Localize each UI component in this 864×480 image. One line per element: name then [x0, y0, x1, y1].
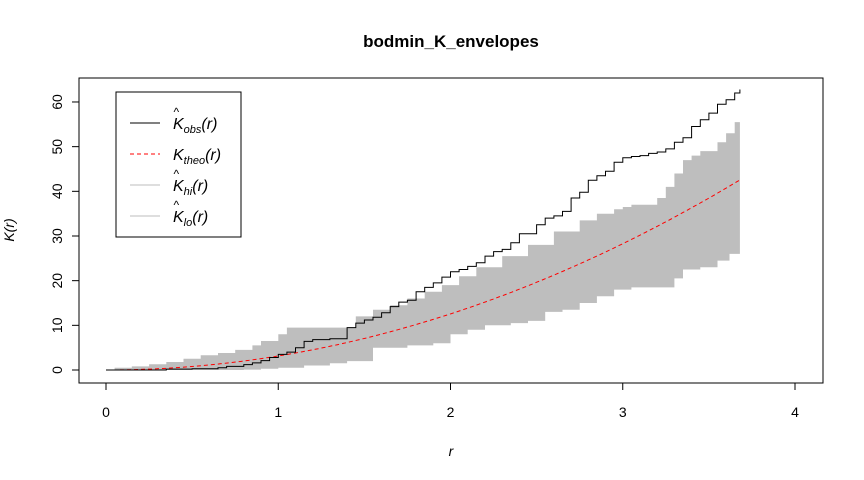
y-tick-label: 0: [49, 366, 65, 374]
legend-hat: ^: [174, 105, 180, 119]
y-tick-label: 50: [49, 139, 65, 155]
y-tick-label: 60: [49, 94, 65, 110]
envelope-band: [106, 119, 740, 370]
y-tick-label: 30: [49, 228, 65, 244]
envelope-band-layer: [106, 119, 740, 370]
legend-label: Klo(r): [173, 209, 208, 229]
y-axis-label: K(r): [1, 218, 17, 241]
x-tick-label: 3: [619, 404, 627, 420]
y-axis: 0 10 20 30 40 50 60: [49, 94, 80, 374]
x-tick-label: 4: [791, 404, 799, 420]
x-tick-label: 1: [274, 404, 282, 420]
x-tick-label: 2: [447, 404, 455, 420]
x-tick-label: 0: [102, 404, 110, 420]
chart-title: bodmin_K_envelopes: [363, 32, 539, 51]
series-k-theo-line: [106, 179, 741, 371]
y-tick-label: 40: [49, 183, 65, 199]
legend-hat: ^: [174, 167, 180, 181]
series-k-obs-line: [106, 89, 741, 371]
legend-hat: ^: [174, 198, 180, 212]
legend: Kobs(r)^Ktheo(r)Khi(r)^Klo(r)^: [115, 91, 242, 238]
x-axis-label: r: [449, 443, 455, 459]
y-tick-label: 20: [49, 273, 65, 289]
legend-label: Ktheo(r): [173, 147, 221, 167]
x-axis: 0 1 2 3 4: [102, 382, 799, 420]
line-layer: [106, 89, 741, 371]
legend-box: [115, 91, 242, 238]
y-tick-label: 10: [49, 317, 65, 333]
legend-label: Khi(r): [173, 178, 208, 198]
legend-label: Kobs(r): [173, 116, 217, 136]
